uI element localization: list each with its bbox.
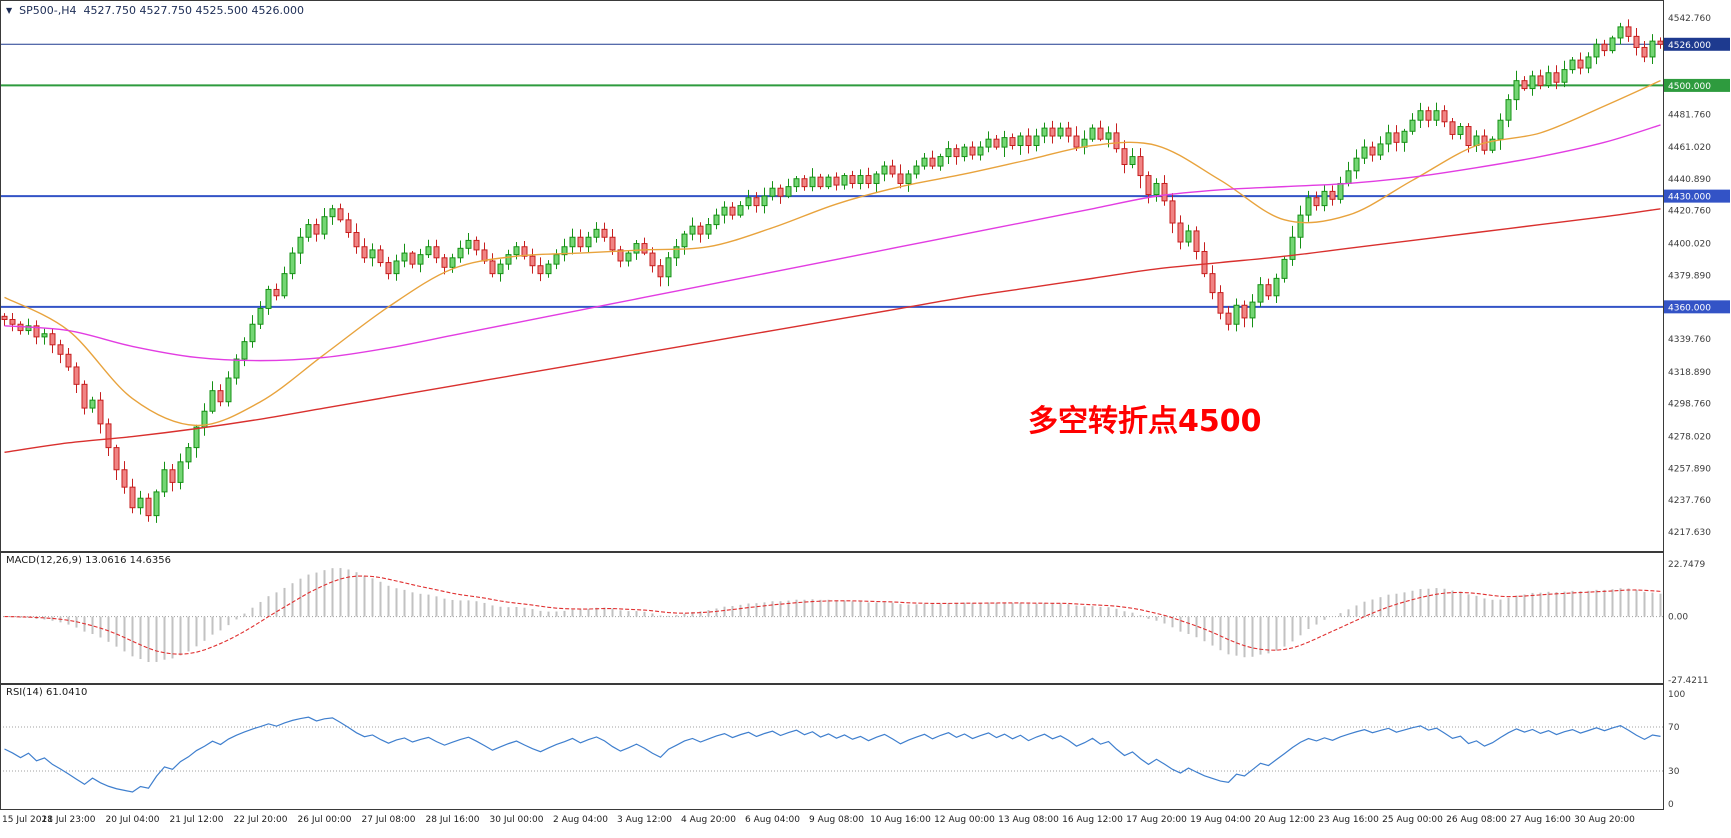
time-axis-label: 30 Aug 20:00 (1574, 815, 1635, 825)
time-axis-label: 13 Aug 08:00 (998, 815, 1059, 825)
price-axis-label: 4217.630 (1668, 528, 1711, 538)
time-axis-label: 12 Aug 00:00 (934, 815, 995, 825)
rsi-axis-label: 30 (1668, 767, 1680, 777)
price-axis-label: 4542.760 (1668, 14, 1711, 24)
rsi-axis-label: 100 (1668, 690, 1685, 700)
time-axis-label: 16 Aug 12:00 (1062, 815, 1123, 825)
price-axis-label: 4257.890 (1668, 464, 1711, 474)
ma-line-medium (4, 124, 1661, 362)
time-axis-label: 25 Aug 00:00 (1382, 815, 1443, 825)
price-tag-label: 4526.000 (1668, 41, 1711, 51)
rsi-line (4, 716, 1661, 793)
macd-axis-label: 22.7479 (1668, 560, 1705, 570)
symbol-timeframe-label: SP500-,H4 (19, 4, 77, 17)
price-axis-label: 4440.890 (1668, 175, 1711, 185)
time-axis: 15 Jul 2021 18 Jul 23:00 20 Jul 04:00 21 Ju… (0, 810, 1731, 838)
price-tag-4526 (1664, 37, 1730, 51)
rsi-panel: 100 70 30 0 RSI(14) 61.0410 (0, 684, 1731, 810)
price-tag-label: 4430.000 (1668, 193, 1711, 203)
price-axis: 4542.760 4481.760 4461.020 4440.890 4420.760… (1664, 14, 1730, 538)
time-axis-label: 15 Jul 2021 (2, 815, 53, 825)
macd-panel: 22.7479 0.00 -27.4211 MACD(12,26,9) 13.061… (0, 552, 1731, 684)
macd-histogram (11, 568, 1662, 662)
time-axis-label: 18 Jul 23:00 (41, 815, 96, 825)
time-axis-label: 6 Aug 04:00 (745, 815, 800, 825)
time-axis-label: 17 Aug 20:00 (1126, 815, 1187, 825)
price-tag-4430 (1664, 189, 1730, 203)
time-axis-label: 19 Aug 04:00 (1190, 815, 1251, 825)
time-axis-label: 23 Aug 16:00 (1318, 815, 1379, 825)
price-tag-label: 4360.000 (1668, 303, 1711, 313)
ma-line-slow (4, 208, 1661, 454)
rsi-axis-label: 70 (1668, 723, 1680, 733)
price-axis-label: 4481.760 (1668, 110, 1711, 120)
ohlc-values: 4527.750 4527.750 4525.500 4526.000 (83, 4, 304, 17)
price-axis-label: 4318.890 (1668, 368, 1711, 378)
price-panel-border (0, 0, 1664, 552)
time-axis-label: 10 Aug 16:00 (870, 815, 931, 825)
time-axis-label: 4 Aug 20:00 (681, 815, 736, 825)
macd-axis-label: 0.00 (1668, 613, 1688, 623)
time-axis-label: 2 Aug 04:00 (553, 815, 608, 825)
time-axis-label: 27 Jul 08:00 (361, 815, 416, 825)
macd-signal-line (4, 575, 1661, 655)
macd-chart-canvas[interactable]: 22.7479 0.00 -27.4211 (0, 552, 1731, 684)
time-axis-label: 28 Jul 16:00 (425, 815, 480, 825)
price-axis-label: 4237.760 (1668, 496, 1711, 506)
time-axis-label: 30 Jul 00:00 (489, 815, 544, 825)
price-chart-panel: 4542.760 4481.760 4461.020 4440.890 4420.760… (0, 0, 1731, 552)
price-axis-label: 4379.890 (1668, 271, 1711, 281)
macd-panel-border (0, 552, 1664, 684)
time-axis-label: 26 Jul 00:00 (297, 815, 352, 825)
time-axis-label: 20 Aug 12:00 (1254, 815, 1315, 825)
price-tag-4360 (1664, 300, 1730, 314)
rsi-indicator-label: RSI(14) 61.0410 (6, 687, 88, 698)
time-axis-label: 21 Jul 12:00 (169, 815, 224, 825)
time-axis-label: 26 Aug 08:00 (1446, 815, 1507, 825)
candlestick-series[interactable] (1, 19, 1664, 523)
price-axis-label: 4400.020 (1668, 240, 1711, 250)
time-axis-label: 3 Aug 12:00 (617, 815, 672, 825)
chart-annotation-text[interactable]: 多空转折点4500 (1028, 404, 1262, 439)
price-axis-label: 4339.760 (1668, 335, 1711, 345)
price-tag-label: 4500.000 (1668, 82, 1711, 92)
macd-axis-label: -27.4211 (1668, 676, 1708, 684)
price-chart-canvas[interactable]: 4542.760 4481.760 4461.020 4440.890 4420.760… (0, 0, 1731, 552)
macd-indicator-label: MACD(12,26,9) 13.0616 14.6356 (6, 555, 172, 566)
price-tag-4500 (1664, 78, 1730, 92)
time-axis-label: 22 Jul 20:00 (233, 815, 288, 825)
symbol-marker-icon: ▼ (6, 6, 13, 15)
horizontal-levels (0, 43, 1663, 308)
ma-line-fast (4, 80, 1661, 427)
rsi-chart-canvas[interactable]: 100 70 30 0 (0, 684, 1731, 810)
price-axis-label: 4420.760 (1668, 207, 1711, 217)
price-axis-label: 4461.020 (1668, 143, 1711, 153)
rsi-panel-border (0, 684, 1664, 810)
price-axis-label: 4298.760 (1668, 400, 1711, 410)
rsi-axis-label: 0 (1668, 800, 1674, 810)
price-axis-label: 4278.020 (1668, 433, 1711, 443)
time-axis-label: 27 Aug 16:00 (1510, 815, 1571, 825)
time-axis-label: 20 Jul 04:00 (105, 815, 160, 825)
time-axis-label: 9 Aug 08:00 (809, 815, 864, 825)
chart-symbol-info: ▼ SP500-,H4 4527.750 4527.750 4525.500 4… (6, 4, 304, 17)
